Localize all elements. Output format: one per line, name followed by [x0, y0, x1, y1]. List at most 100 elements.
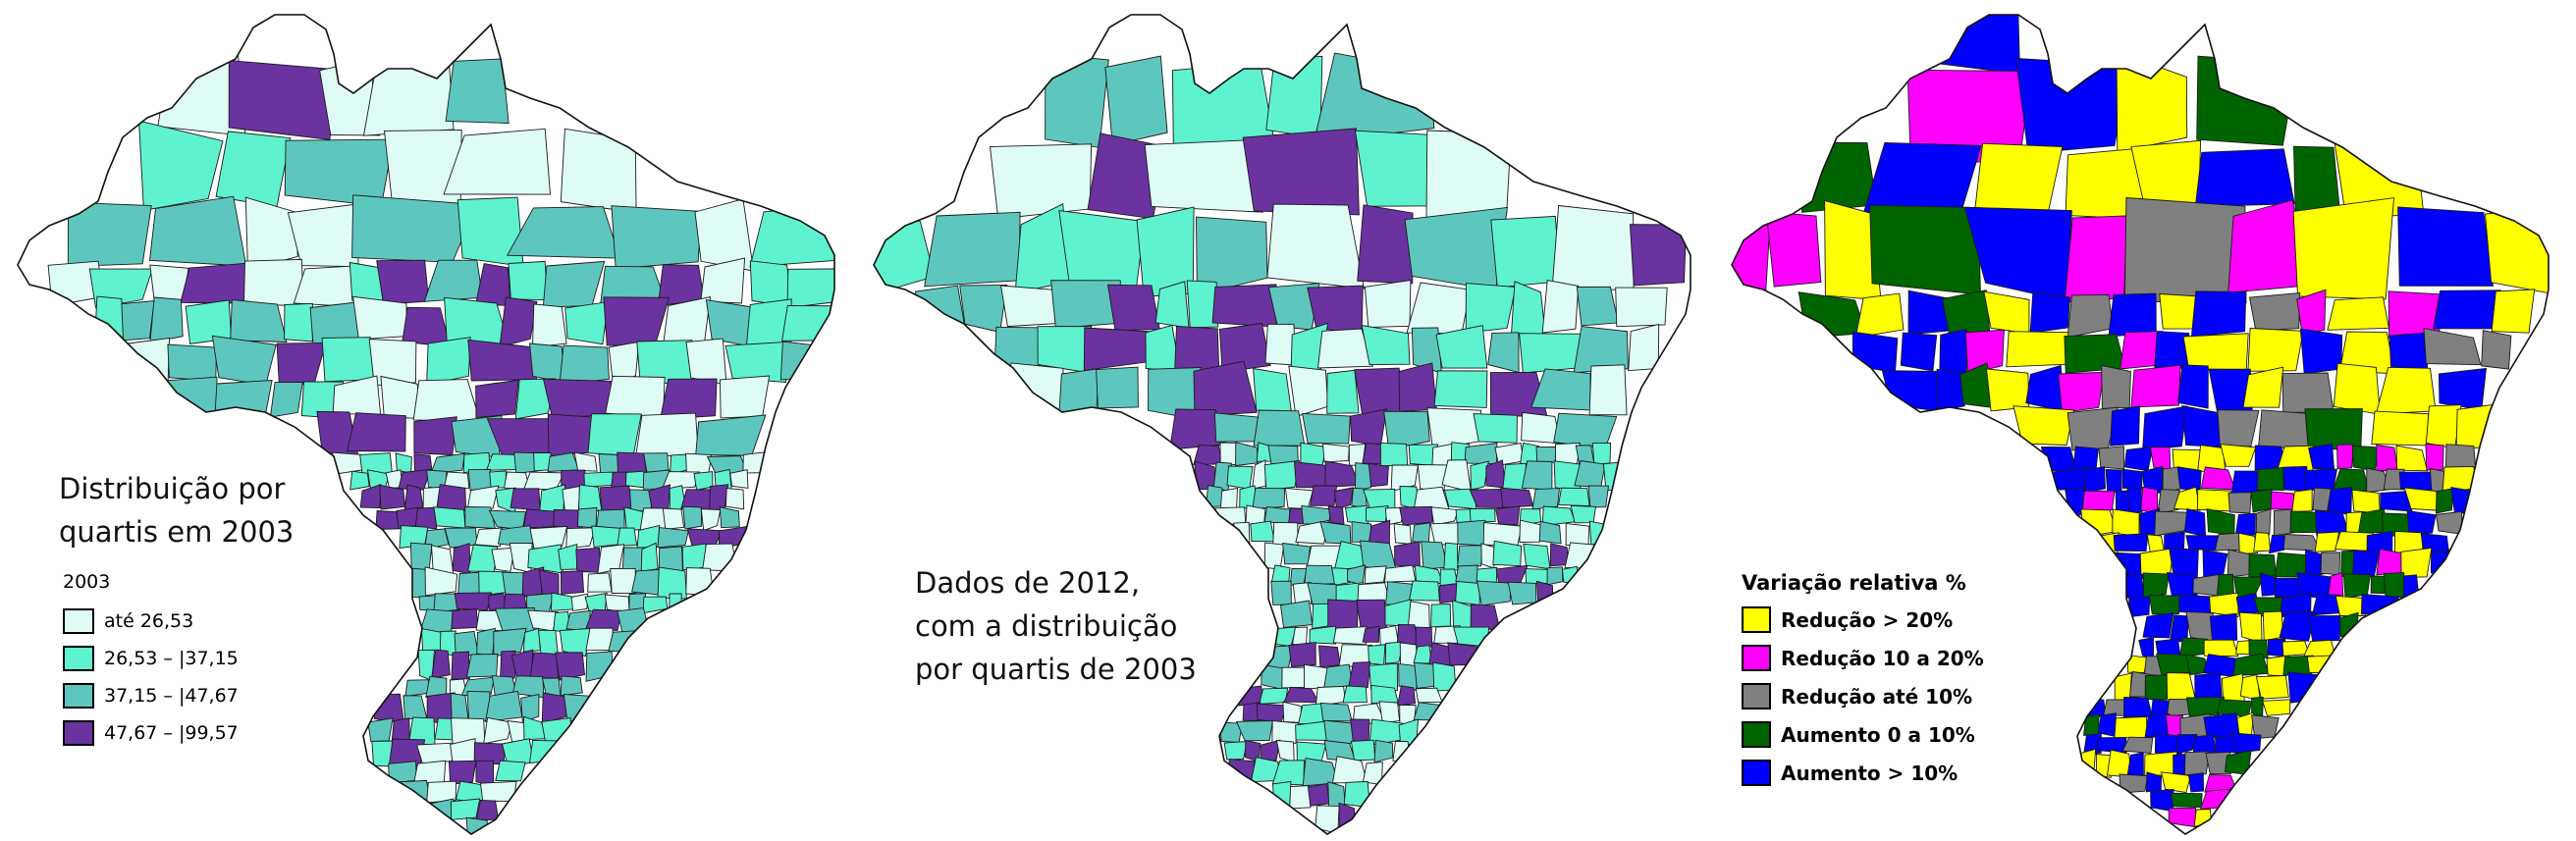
municipality-region — [1558, 487, 1590, 507]
municipality-region — [1083, 327, 1153, 372]
municipality-region — [2287, 671, 2320, 704]
municipality-region — [2209, 592, 2239, 618]
municipality-region — [1211, 284, 1277, 328]
municipality-region — [1476, 566, 1498, 583]
municipality-region — [1399, 505, 1433, 526]
municipality-region — [2289, 510, 2319, 534]
municipality-region — [1348, 661, 1371, 688]
municipality-region — [2112, 508, 2140, 538]
municipality-region — [1261, 739, 1281, 763]
municipality-region — [2081, 490, 2116, 515]
municipality-region — [2142, 572, 2170, 600]
legend-label: 37,15 – |47,67 — [104, 685, 239, 707]
municipality-region — [426, 337, 471, 386]
legend-label: Redução > 20% — [1781, 607, 1954, 632]
municipality-region — [1541, 280, 1580, 334]
caption-line: por quartis de 2003 — [915, 653, 1197, 686]
municipality-region — [1368, 519, 1391, 545]
municipality-region — [1294, 461, 1328, 489]
municipality-region — [2238, 611, 2263, 644]
municipality-region — [659, 378, 718, 420]
municipality-region — [2351, 445, 2380, 472]
municipality-region — [359, 484, 382, 509]
municipality-region — [460, 676, 495, 697]
municipality-region — [1447, 642, 1481, 666]
municipality-region — [1333, 487, 1354, 510]
municipality-region — [623, 506, 644, 532]
municipality-region — [1361, 324, 1411, 366]
municipality-region — [2293, 145, 2340, 215]
municipality-region — [662, 507, 685, 530]
municipality-region — [359, 452, 393, 475]
municipality-region — [2333, 362, 2381, 415]
municipality-region — [1331, 567, 1351, 586]
municipality-region — [2185, 696, 2226, 717]
municipality-region — [1480, 543, 1495, 569]
municipality-region — [493, 627, 527, 657]
municipality-region — [2138, 636, 2155, 659]
municipality-region — [1551, 205, 1635, 291]
municipality-region — [2194, 148, 2295, 207]
municipality-region — [700, 508, 722, 532]
municipality-region — [1425, 130, 1512, 221]
municipality-region — [610, 567, 637, 594]
municipality-region — [2320, 552, 2341, 576]
municipality-region — [2123, 446, 2154, 472]
municipality-region — [729, 469, 749, 489]
municipality-region — [1485, 459, 1506, 489]
municipality-region — [2014, 58, 2129, 154]
municipality-region — [2145, 771, 2162, 793]
municipality-region — [1252, 459, 1266, 490]
municipality-region — [362, 57, 455, 136]
municipality-region — [2064, 334, 2126, 374]
municipality-region — [1356, 599, 1388, 632]
municipality-region — [121, 299, 155, 342]
municipality-region — [1430, 506, 1460, 526]
municipality-region — [1936, 368, 1965, 413]
municipality-region — [2351, 489, 2381, 514]
municipality-region — [1490, 215, 1561, 289]
municipality-region — [2281, 372, 2334, 414]
municipality-region — [2190, 290, 2247, 338]
municipality-region — [1470, 460, 1489, 492]
municipality-region — [149, 296, 184, 343]
municipality-region — [1242, 128, 1360, 216]
municipality-region — [1511, 281, 1546, 335]
legend-swatch — [1742, 645, 1771, 671]
municipality-region — [1628, 323, 1660, 372]
municipality-region — [2083, 466, 2106, 494]
municipality-region — [1394, 541, 1421, 568]
municipality-region — [2247, 328, 2304, 372]
municipality-region — [915, 285, 965, 326]
municipality-region — [475, 760, 495, 786]
legend-item: 37,15 – |47,67 — [63, 677, 239, 714]
legend-swatch — [1742, 683, 1771, 710]
municipality-region — [2161, 771, 2192, 794]
municipality-region — [542, 378, 613, 419]
brazil-map-2012 — [873, 14, 1691, 835]
municipality-region — [560, 570, 585, 595]
municipality-region — [1281, 666, 1308, 689]
municipality-region — [786, 268, 834, 309]
municipality-region — [2173, 486, 2201, 511]
municipality-region — [528, 342, 565, 384]
municipality-region — [2175, 734, 2198, 755]
municipality-region — [452, 543, 471, 575]
municipality-region — [583, 471, 614, 488]
municipality-region — [211, 335, 277, 387]
municipality-region — [1378, 701, 1401, 724]
municipality-region — [2227, 492, 2252, 514]
municipality-region — [1220, 487, 1238, 508]
municipality-region — [2155, 638, 2181, 657]
municipality-region — [1455, 580, 1480, 606]
municipality-region — [2242, 366, 2284, 408]
municipality-region — [1106, 284, 1160, 332]
municipality-region — [67, 201, 152, 267]
municipality-region — [1368, 644, 1386, 666]
municipality-region — [2040, 446, 2077, 473]
municipality-region — [1309, 625, 1337, 645]
municipality-region — [1487, 332, 1520, 374]
municipality-region — [2116, 51, 2188, 153]
municipality-region — [2376, 549, 2405, 576]
municipality-region — [1983, 290, 2030, 335]
